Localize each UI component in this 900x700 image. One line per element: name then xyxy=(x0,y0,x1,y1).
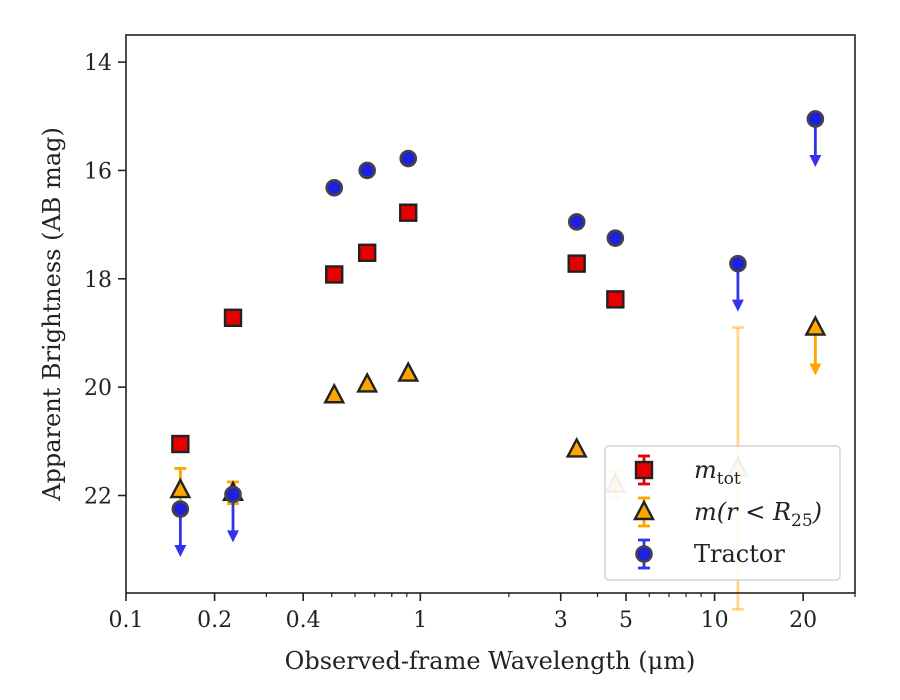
data-point-0-4-shape xyxy=(399,203,418,222)
legend-marker-1 xyxy=(633,499,655,521)
data-point-2-1-shape xyxy=(224,485,242,504)
data-point-1-8 xyxy=(804,314,827,336)
data-point-0-5 xyxy=(567,254,586,273)
y-tick-label-4: 22 xyxy=(84,484,112,509)
data-point-2-7 xyxy=(729,254,747,273)
upper-limit-arrow-head xyxy=(809,154,822,167)
data-point-2-0-shape xyxy=(171,500,190,518)
x-tick-label-6: 10 xyxy=(701,608,729,633)
data-point-0-2 xyxy=(325,265,344,284)
data-point-0-2-shape xyxy=(325,265,344,284)
x-tick-label-5: 5 xyxy=(619,608,633,633)
x-tick-label-3: 1 xyxy=(413,608,427,633)
data-point-1-2 xyxy=(323,382,346,404)
y-tick-label-0: 14 xyxy=(84,51,112,76)
data-point-2-5 xyxy=(567,213,586,231)
data-point-2-0 xyxy=(171,500,190,518)
x-axis-label: Observed-frame Wavelength (μm) xyxy=(285,647,696,675)
data-point-2-6-shape xyxy=(606,229,625,247)
data-point-1-0-shape xyxy=(169,477,192,499)
legend-label-1: m(r < R25) xyxy=(694,498,822,531)
y-tick-label-1: 16 xyxy=(84,159,112,184)
data-point-0-0 xyxy=(171,434,190,454)
legend-label-2: Tractor xyxy=(694,540,785,568)
axis-ticks: 0.1 0.2 0.4 1 3 5 10 20 14 16 18 20 22 xyxy=(84,51,856,633)
data-point-2-5-shape xyxy=(567,213,586,231)
data-point-0-6 xyxy=(606,290,625,309)
y-tick-label-3: 20 xyxy=(84,376,112,401)
data-point-0-0-shape xyxy=(171,434,190,454)
data-point-0-4 xyxy=(399,203,418,222)
data-point-2-8-shape xyxy=(806,110,825,128)
data-point-1-3 xyxy=(356,371,379,393)
data-point-1-4 xyxy=(397,361,420,382)
series-2 xyxy=(171,110,825,558)
y-tick-label-2: 18 xyxy=(84,268,112,293)
data-point-2-3-shape xyxy=(358,161,376,180)
series-0 xyxy=(171,203,625,454)
data-point-2-2-shape xyxy=(325,178,344,197)
data-point-1-4-shape xyxy=(397,361,420,382)
x-tick-label-1: 0.2 xyxy=(197,608,232,633)
data-point-1-8-shape xyxy=(804,314,827,336)
legend-box xyxy=(604,445,841,581)
data-point-2-4 xyxy=(399,149,418,168)
data-point-0-3 xyxy=(357,243,377,262)
data-point-1-2-shape xyxy=(323,382,346,404)
data-point-2-7-shape xyxy=(729,254,747,273)
data-point-2-4-shape xyxy=(399,149,418,168)
x-tick-label-7: 20 xyxy=(789,608,817,633)
legend-label-0: mtot xyxy=(694,456,741,489)
data-point-2-2 xyxy=(325,178,344,197)
legend-marker-2-shape xyxy=(635,545,653,563)
data-point-1-3-shape xyxy=(356,371,379,393)
data-point-1-5 xyxy=(565,436,588,458)
upper-limit-arrow-head xyxy=(731,299,744,312)
data-point-0-5-shape xyxy=(567,254,586,273)
legend-marker-1-shape xyxy=(633,499,655,521)
data-point-0-1 xyxy=(223,308,243,327)
data-point-0-1-shape xyxy=(223,308,243,327)
y-axis-label: Apparent Brightness (AB mag) xyxy=(38,127,66,502)
data-point-2-6 xyxy=(606,229,625,247)
x-tick-label-2: 0.4 xyxy=(286,608,321,633)
data-point-1-0 xyxy=(169,477,192,499)
data-point-2-1 xyxy=(224,485,242,504)
legend-marker-0-shape xyxy=(634,460,654,480)
data-point-2-3 xyxy=(358,161,376,180)
data-point-2-8 xyxy=(806,110,825,128)
upper-limit-arrow-head xyxy=(227,530,240,543)
x-tick-label-0: 0.1 xyxy=(109,608,144,633)
x-tick-label-4: 3 xyxy=(554,608,568,633)
legend-marker-0 xyxy=(634,460,654,480)
plot-frame xyxy=(125,34,856,594)
legend: mtot m(r < R25) Tractor xyxy=(604,445,841,581)
data-point-0-3-shape xyxy=(357,243,377,262)
legend-marker-2 xyxy=(635,545,653,563)
upper-limit-arrow-head xyxy=(809,363,822,376)
upper-limit-arrow-head xyxy=(174,545,187,558)
data-point-1-5-shape xyxy=(565,436,588,458)
data-point-0-6-shape xyxy=(606,290,625,309)
